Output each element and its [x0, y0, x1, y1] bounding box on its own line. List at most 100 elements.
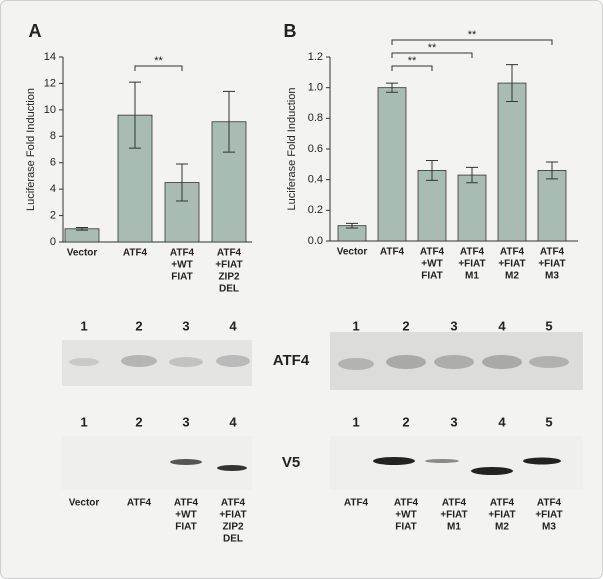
lane-label: ATF4: [221, 498, 246, 509]
error-bar: [223, 90, 235, 153]
lane-number: 5: [545, 318, 552, 333]
lane-label: M3: [542, 522, 556, 533]
x-tick-label: ATF4: [170, 248, 195, 259]
x-tick-label: ATF4: [217, 248, 242, 259]
error-bar: [76, 226, 88, 231]
x-tick-label: ATF4: [420, 247, 445, 258]
panel-label: B: [284, 21, 297, 41]
significance-label: **: [468, 29, 477, 41]
x-tick-label: +FIAT: [498, 259, 525, 270]
x-tick-label: ATF4: [540, 247, 565, 258]
y-tick-label: 2: [50, 209, 56, 221]
x-tick-label: ATF4: [500, 247, 525, 258]
lane-label: FIAT: [175, 522, 196, 533]
error-bar: [546, 161, 558, 180]
y-tick-label: 0.0: [308, 235, 323, 247]
y-tick-label: 1.0: [308, 82, 323, 94]
lane-label: M1: [447, 522, 461, 533]
error-bar: [129, 81, 141, 149]
y-tick-label: 0: [50, 236, 56, 248]
y-tick-label: 0.6: [308, 143, 323, 155]
x-tick-label: +FIAT: [538, 259, 565, 270]
significance-label: **: [408, 55, 417, 67]
lane-label: ATF4: [537, 498, 562, 509]
y-tick-label: 0.2: [308, 204, 323, 216]
x-tick-label: M3: [545, 271, 559, 282]
bar: [497, 82, 527, 242]
lane-number: 1: [352, 414, 359, 429]
significance-bracket: [134, 65, 183, 71]
blot-row-label: ATF4: [273, 352, 310, 369]
error-bar: [426, 160, 438, 181]
band: [170, 459, 202, 465]
lane-label: ATF4: [394, 498, 419, 509]
lane-label: DEL: [223, 534, 243, 545]
band: [338, 358, 374, 370]
blots: [62, 332, 583, 490]
lane-label: +WT: [395, 510, 416, 521]
band: [471, 467, 513, 475]
lane-label: ATF4: [344, 498, 369, 509]
lane-number: 4: [229, 414, 237, 429]
x-tick-label: +FIAT: [458, 259, 485, 270]
lane-number: 2: [135, 318, 142, 333]
x-tick-label: ATF4: [380, 247, 405, 258]
band: [386, 355, 426, 369]
bar: [537, 170, 567, 242]
x-tick-label: FIAT: [171, 272, 192, 283]
significance-label: **: [154, 55, 163, 67]
band: [523, 457, 561, 465]
lane-number: 1: [80, 318, 87, 333]
lane-number: 4: [229, 318, 237, 333]
lane-label: +FIAT: [440, 510, 467, 521]
y-tick-label: 0.8: [308, 112, 323, 124]
band: [169, 357, 203, 367]
lane-number: 4: [498, 414, 506, 429]
x-tick-label: M2: [505, 271, 519, 282]
error-bar: [346, 222, 358, 229]
band: [425, 459, 459, 463]
blot-row-label: V5: [282, 454, 300, 471]
y-tick-label: 8: [50, 130, 56, 142]
significance-bracket: [391, 52, 473, 58]
lane-label: ZIP2: [222, 522, 244, 533]
lane-label: ATF4: [127, 498, 152, 509]
lane-number: 3: [450, 414, 457, 429]
lane-number: 5: [545, 414, 552, 429]
y-axis-label: Luciferase Fold Induction: [286, 88, 298, 211]
band: [373, 457, 415, 465]
error-bar: [386, 82, 398, 93]
x-tick-label: +FIAT: [215, 260, 242, 271]
x-tick-label: M1: [465, 271, 479, 282]
lane-label: FIAT: [395, 522, 416, 533]
lane-number: 3: [450, 318, 457, 333]
band: [434, 355, 474, 369]
panel-label: A: [29, 21, 42, 41]
error-bar: [506, 64, 518, 102]
band: [216, 355, 250, 367]
y-tick-label: 6: [50, 157, 56, 169]
x-tick-label: ATF4: [123, 248, 148, 259]
lane-number: 3: [182, 414, 189, 429]
significance-label: **: [428, 42, 437, 54]
y-tick-label: 1.2: [308, 51, 323, 63]
lane-label: ATF4: [490, 498, 515, 509]
lane-label: Vector: [69, 498, 100, 509]
y-tick-label: 10: [44, 104, 56, 116]
blot-a-v5: [62, 436, 252, 490]
x-tick-label: Vector: [67, 248, 98, 259]
lane-number: 2: [135, 414, 142, 429]
lane-label: +FIAT: [488, 510, 515, 521]
lane-label: M2: [495, 522, 509, 533]
x-tick-label: DEL: [219, 284, 239, 295]
error-bar: [466, 166, 478, 184]
lane-label: +FIAT: [535, 510, 562, 521]
lane-number: 4: [498, 318, 506, 333]
significance-bracket: [391, 65, 433, 71]
bar: [457, 174, 487, 242]
bar: [377, 87, 407, 242]
significance-bracket: [391, 39, 553, 45]
lane-number: 2: [402, 318, 409, 333]
bar: [64, 228, 100, 243]
